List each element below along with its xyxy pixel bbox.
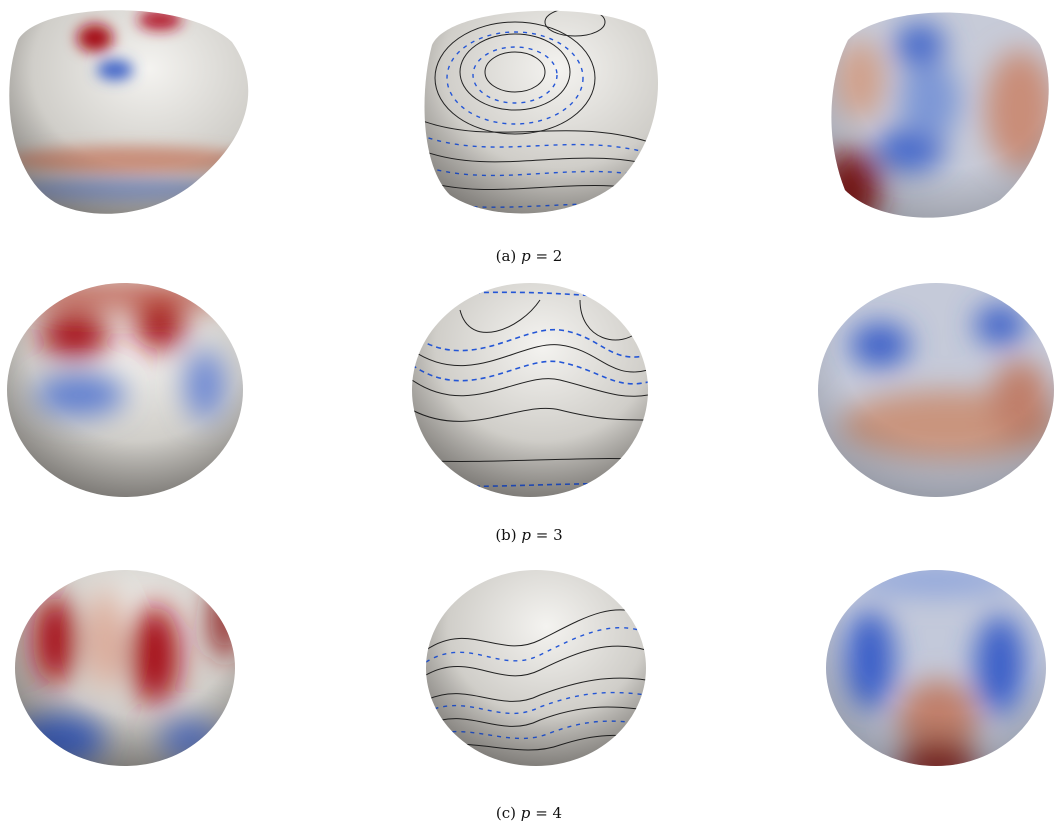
caption-text: = 3 <box>535 526 563 544</box>
caption: (c) p = 4 <box>496 804 562 822</box>
caption-text: (a) <box>495 247 517 265</box>
caption: (a) p = 2 <box>496 247 563 265</box>
caption-text: (c) <box>495 804 517 822</box>
caption-text: = 4 <box>535 804 563 822</box>
surface-flow <box>424 10 659 214</box>
surface <box>831 12 1049 218</box>
surface <box>818 283 1054 497</box>
caption-text: p <box>520 804 531 822</box>
caption-text: (b) <box>495 526 517 544</box>
caption-text: p <box>521 247 531 265</box>
surface <box>826 570 1046 766</box>
surface <box>7 283 243 497</box>
caption-text: p <box>521 526 532 544</box>
caption-text: = 2 <box>535 247 563 265</box>
surface <box>15 570 235 766</box>
surface-flow <box>412 283 648 497</box>
caption: (b) p = 3 <box>495 526 562 544</box>
surface-flow <box>426 570 646 766</box>
surface <box>9 10 249 214</box>
